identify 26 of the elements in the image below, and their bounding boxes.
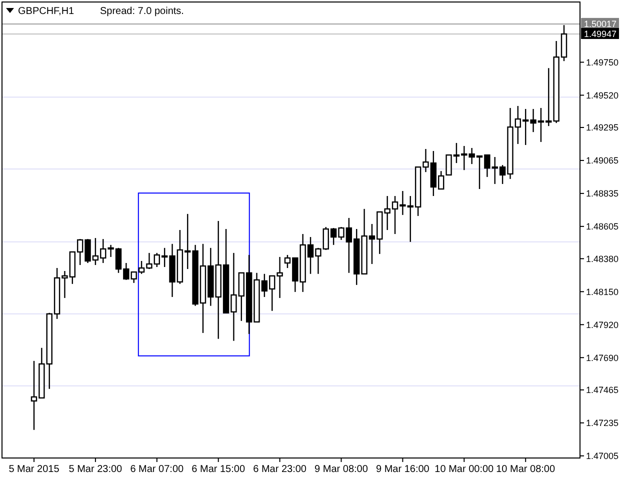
y-tick-label: 1.48835 xyxy=(586,188,619,199)
x-tick-label: 5 Mar 23:00 xyxy=(68,464,123,475)
x-tick-label: 5 Mar 2015 xyxy=(8,464,60,475)
y-tick-label: 1.47465 xyxy=(586,385,619,396)
chart-subtitle: Spread: 7.0 points. xyxy=(100,6,184,17)
x-tick-label: 9 Mar 08:00 xyxy=(314,464,368,475)
x-tick-label: 10 Mar 08:00 xyxy=(496,464,556,475)
y-tick-label: 1.49520 xyxy=(586,90,619,100)
y-tick-label: 1.48605 xyxy=(586,222,619,232)
y-tick-label: 1.49295 xyxy=(586,122,619,133)
y-tick-label: 1.47920 xyxy=(586,320,619,330)
x-tick-label: 10 Mar 00:00 xyxy=(434,464,494,475)
y-tick-label: 1.49750 xyxy=(586,57,619,68)
y-tick-label: 1.47235 xyxy=(586,418,619,428)
y-tick-label: 1.48380 xyxy=(586,254,619,264)
y-tick-label: 1.48150 xyxy=(586,286,619,297)
y-tick-label: 1.47005 xyxy=(586,451,619,461)
x-tick-label: 6 Mar 23:00 xyxy=(253,464,307,475)
y-tick-label: 1.49065 xyxy=(586,156,619,166)
x-tick-label: 6 Mar 07:00 xyxy=(130,464,184,475)
y-tick-label: 1.47690 xyxy=(586,352,619,363)
chart-title: GBPCHF,H1 xyxy=(18,6,75,17)
x-tick-label: 6 Mar 15:00 xyxy=(192,464,246,475)
x-tick-label: 9 Mar 16:00 xyxy=(376,464,430,475)
ref-line-label: 1.50017 xyxy=(584,19,617,30)
ref-line-label: 1.49947 xyxy=(584,29,617,40)
